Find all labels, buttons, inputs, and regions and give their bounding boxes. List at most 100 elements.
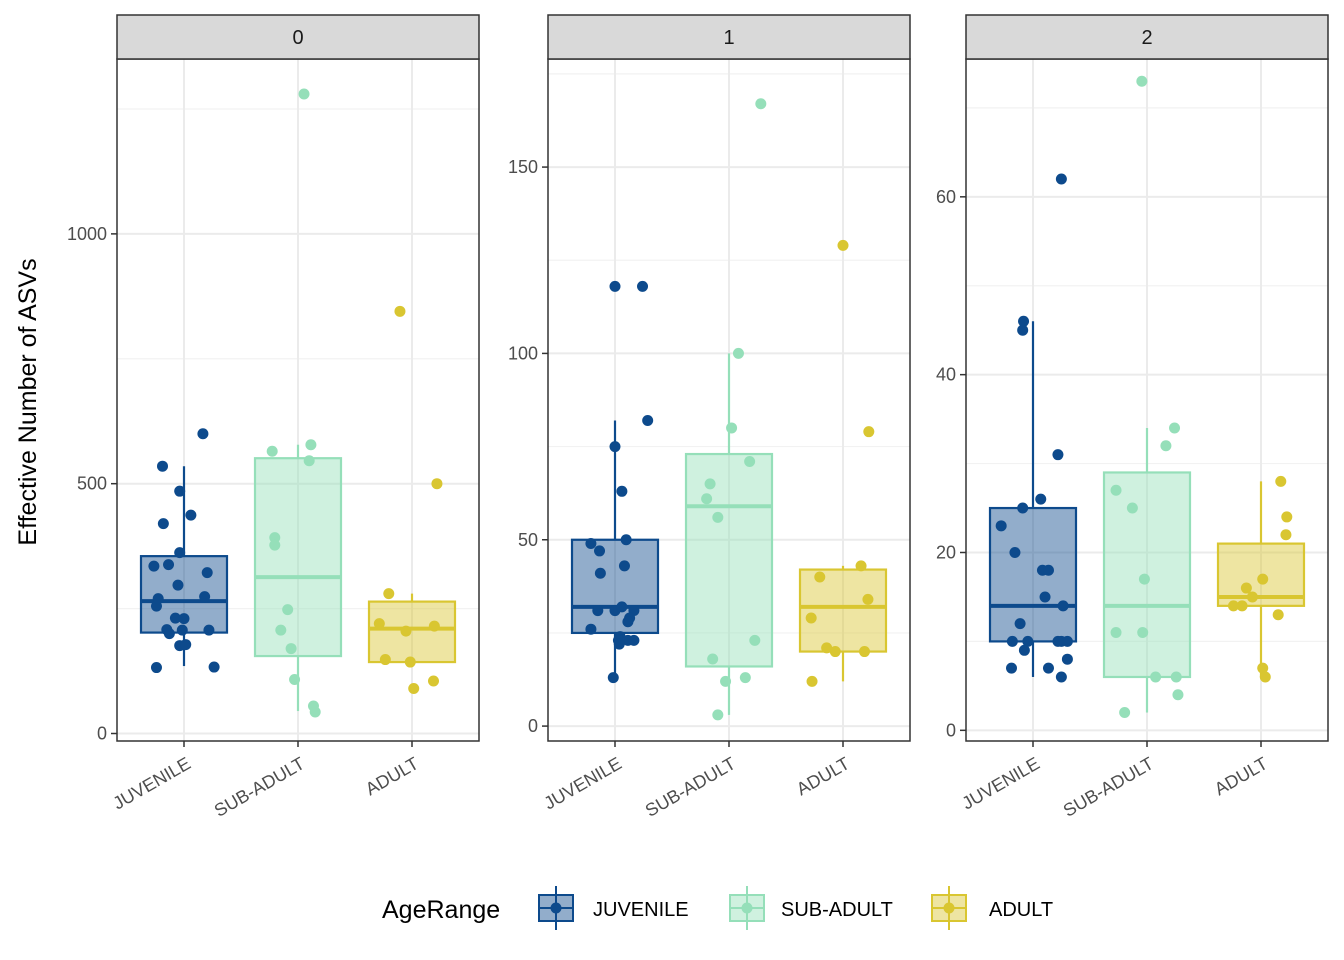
data-point [404, 656, 416, 668]
data-point [269, 539, 281, 551]
y-tick-label: 50 [518, 530, 538, 550]
facet-strip [116, 14, 480, 60]
data-point [814, 571, 826, 583]
data-point [157, 518, 169, 530]
data-point [163, 559, 175, 571]
data-point [1018, 315, 1030, 327]
data-point [408, 683, 420, 695]
data-point [289, 674, 301, 686]
data-point [749, 634, 761, 646]
data-point [1119, 707, 1131, 719]
data-point [863, 426, 875, 438]
data-point [1057, 600, 1069, 612]
data-point [720, 675, 732, 687]
data-point [394, 305, 406, 317]
data-point [829, 646, 841, 658]
legend-item-label: SUB-ADULT [781, 899, 893, 921]
legend: AgeRange JUVENILE SUB-ADULT ADULT [382, 886, 1053, 930]
box-body [253, 457, 343, 658]
data-point [285, 643, 297, 655]
y-tick-label: 0 [946, 720, 956, 740]
data-point [1272, 609, 1284, 621]
facet-strip-label: 0 [292, 27, 303, 49]
data-point [1052, 449, 1064, 461]
y-tick-label: 1000 [67, 224, 107, 244]
data-point [1017, 502, 1029, 514]
data-point [428, 620, 440, 632]
data-point [837, 239, 849, 251]
box-body [684, 452, 774, 668]
data-point [744, 455, 756, 467]
data-point [1281, 511, 1293, 523]
y-tick-label: 0 [97, 724, 107, 744]
box-adult [798, 565, 888, 682]
data-point [1170, 671, 1182, 683]
data-point [739, 672, 751, 684]
data-point [585, 537, 597, 549]
data-point [400, 625, 412, 637]
data-point [1172, 689, 1184, 701]
box-body [798, 568, 888, 653]
data-point [266, 445, 278, 457]
data-point [704, 478, 716, 490]
data-point [1257, 573, 1269, 585]
data-point [1110, 627, 1122, 639]
data-point [622, 616, 634, 628]
data-point [594, 567, 606, 579]
legend-item-juvenile: JUVENILE [538, 886, 689, 930]
data-point [613, 638, 625, 650]
data-point [373, 618, 385, 630]
data-point [309, 706, 321, 718]
data-point [203, 624, 215, 636]
data-point [180, 639, 192, 651]
data-point [1055, 173, 1067, 185]
legend-item-sub-adult: SUB-ADULT [729, 886, 893, 930]
facet-panel-1: 1 0 50 100 150 JUVENILE SUB-ADULT ADULT [508, 14, 911, 821]
data-point [1259, 671, 1271, 683]
box-body [367, 600, 457, 664]
data-point [594, 545, 606, 557]
data-point [1042, 662, 1054, 674]
data-point [1280, 529, 1292, 541]
data-point [1035, 493, 1047, 505]
data-point [618, 560, 630, 572]
data-point [726, 422, 738, 434]
data-point [1246, 591, 1258, 603]
data-point [197, 428, 209, 440]
data-point [201, 567, 213, 579]
x-tick-label: SUB-ADULT [1060, 753, 1157, 821]
data-point [1014, 618, 1026, 630]
data-point [712, 709, 724, 721]
y-tick-label: 60 [936, 187, 956, 207]
data-point [859, 646, 870, 658]
data-point [637, 280, 649, 292]
data-point [176, 624, 188, 636]
data-point [1009, 546, 1021, 558]
data-point [1257, 662, 1269, 674]
data-point [169, 612, 181, 624]
x-tick-label: ADULT [362, 753, 422, 799]
data-point [1039, 591, 1051, 603]
data-point [199, 591, 211, 603]
data-point [806, 675, 818, 687]
data-point [152, 593, 164, 605]
data-point [172, 579, 184, 591]
facet-strip [965, 14, 1329, 60]
data-point [1055, 671, 1067, 683]
data-point [208, 661, 220, 673]
y-tick-label: 100 [508, 343, 538, 363]
data-point [1042, 564, 1054, 576]
data-point [282, 604, 294, 616]
facet-panel-0: 0 0 500 1000 JUVENILE SUB-ADULT ADULT [67, 14, 480, 821]
data-point [1061, 635, 1073, 647]
data-point [1275, 475, 1287, 487]
data-point [616, 601, 628, 613]
x-tick-label: ADULT [1211, 753, 1271, 799]
box-sub-adult [684, 353, 774, 715]
data-point [620, 534, 632, 546]
data-point [616, 485, 628, 497]
legend-item-label: ADULT [989, 899, 1053, 921]
x-tick-label: SUB-ADULT [642, 753, 739, 821]
data-point [174, 547, 186, 559]
